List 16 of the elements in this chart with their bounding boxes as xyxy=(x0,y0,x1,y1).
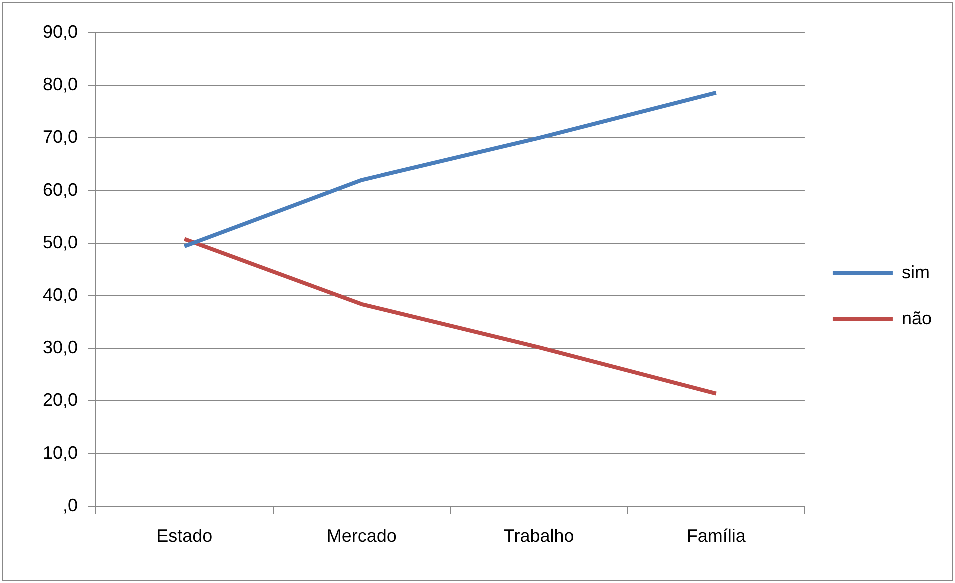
y-tick-label: 80,0 xyxy=(42,74,78,95)
x-tick-label: Família xyxy=(686,526,747,546)
y-tick-label: 70,0 xyxy=(42,127,78,148)
y-tick-label: 50,0 xyxy=(42,232,78,252)
y-tick-label: 10,0 xyxy=(42,442,78,463)
y-tick-label: ,0 xyxy=(63,495,78,516)
y-tick-label: 60,0 xyxy=(42,180,78,200)
x-tick-label: Mercado xyxy=(326,526,397,546)
y-tick-label: 40,0 xyxy=(42,284,78,305)
x-tick-label: Trabalho xyxy=(504,526,574,546)
y-tick-label: 30,0 xyxy=(42,338,78,358)
legend-label: sim xyxy=(902,262,930,282)
y-tick-label: 90,0 xyxy=(42,22,78,42)
x-tick-label: Estado xyxy=(156,526,213,546)
legend-label: não xyxy=(902,308,932,328)
y-tick-label: 20,0 xyxy=(42,390,78,410)
